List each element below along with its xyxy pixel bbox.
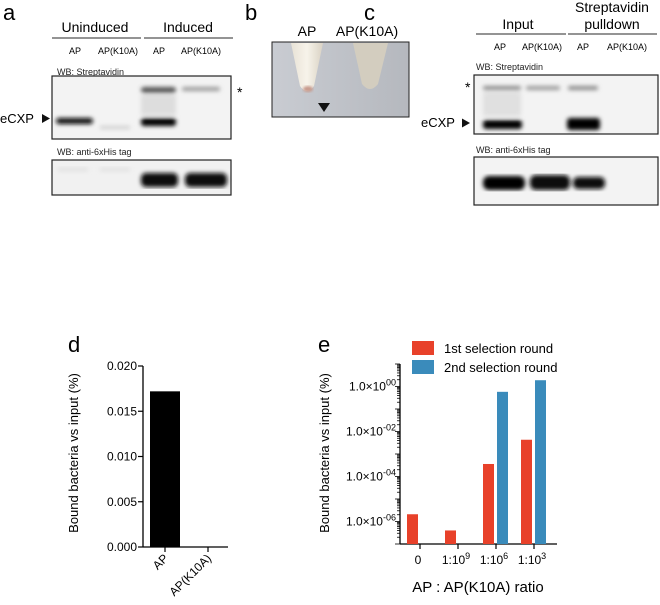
blot-title: WB: anti-6xHis tag: [57, 147, 132, 157]
x-tick-label: 1:109: [442, 551, 470, 567]
band-marker-label: eCXP: [0, 111, 34, 126]
group-label: pulldown: [584, 16, 639, 32]
y-tick-label: 1.0×10-04: [346, 468, 396, 484]
western-blot-streptavidin: [51, 75, 232, 140]
band-marker-label: eCXP: [421, 115, 455, 130]
western-blot-his-tag: [51, 159, 232, 196]
lane-label: AP: [153, 46, 165, 56]
lane-label: AP(K10A): [607, 42, 647, 52]
blot-title: WB: anti-6xHis tag: [476, 145, 551, 155]
panel-label: c: [364, 0, 375, 25]
group-label: Streptavidin: [575, 0, 649, 15]
panel-c: c Input Streptavidin pulldown AP AP(K10A…: [364, 0, 659, 206]
bar-2: [497, 391, 508, 544]
panel-b: b AP AP(K10A): [245, 0, 410, 118]
tube-label: AP(K10A): [336, 23, 398, 39]
western-blot-streptavidin: [473, 74, 659, 135]
bar-1: [407, 514, 418, 544]
y-tick-label: 0.005: [107, 495, 137, 509]
x-axis-title: AP : AP(K10A) ratio: [412, 579, 543, 596]
lane-label: AP: [577, 42, 589, 52]
y-axis-title: Bound bacteria vs input (%): [66, 373, 81, 533]
lane-label: AP: [69, 46, 81, 56]
asterisk-marker: *: [465, 79, 471, 95]
bar: [150, 391, 180, 547]
x-tick-label: 1:103: [518, 551, 546, 567]
asterisk-marker: *: [237, 84, 243, 100]
y-tick-label: 0.020: [107, 359, 137, 373]
legend-swatch-2: [412, 360, 434, 374]
panel-e-chart: e Bound bacteria vs input (%) AP : AP(K1…: [317, 332, 557, 596]
legend-label-2: 2nd selection round: [444, 360, 557, 375]
y-tick-label: 1.0×10-02: [346, 423, 396, 439]
y-tick-label: 0.015: [107, 404, 137, 418]
panel-a: a Uninduced Induced AP AP(K10A) AP AP(K1…: [0, 0, 243, 196]
blot-title: WB: Streptavidin: [57, 67, 124, 77]
arrowhead-icon: [42, 114, 50, 123]
group-label: Input: [502, 16, 533, 32]
tube-label: AP: [298, 23, 317, 39]
panel-label: d: [68, 332, 80, 357]
arrowhead-icon: [318, 103, 330, 112]
lane-label: AP(K10A): [98, 46, 138, 56]
lane-label: AP: [494, 42, 506, 52]
panel-d-chart: d Bound bacteria vs input (%) 0.000 0.005…: [66, 332, 228, 599]
y-tick-label: 1.0×1000: [349, 378, 396, 394]
bar-1: [521, 439, 532, 544]
tube-photo: [271, 41, 410, 118]
y-tick-label: 1.0×10-06: [346, 513, 396, 529]
lane-label: AP(K10A): [522, 42, 562, 52]
x-tick-label: 1:106: [480, 551, 508, 567]
bar-2: [535, 380, 546, 544]
x-tick-label: AP: [150, 551, 171, 572]
panel-label: e: [318, 332, 330, 357]
y-axis-title: Bound bacteria vs input (%): [317, 373, 332, 533]
x-tick-label: 0: [415, 553, 422, 567]
bar-1: [445, 530, 456, 544]
y-tick-label: 0.010: [107, 450, 137, 464]
lane-label: AP(K10A): [181, 46, 221, 56]
legend-swatch-1: [412, 341, 434, 355]
blot-title: WB: Streptavidin: [476, 62, 543, 72]
panel-label: b: [245, 0, 257, 25]
arrowhead-icon: [462, 118, 470, 128]
panel-label: a: [3, 0, 16, 25]
y-tick-label: 0.000: [107, 540, 137, 554]
group-label: Uninduced: [62, 19, 129, 35]
legend-label-1: 1st selection round: [444, 341, 553, 356]
bar-1: [483, 463, 494, 544]
group-label: Induced: [163, 19, 213, 35]
x-tick-label: AP(K10A): [166, 551, 214, 599]
western-blot-his-tag: [473, 156, 659, 206]
